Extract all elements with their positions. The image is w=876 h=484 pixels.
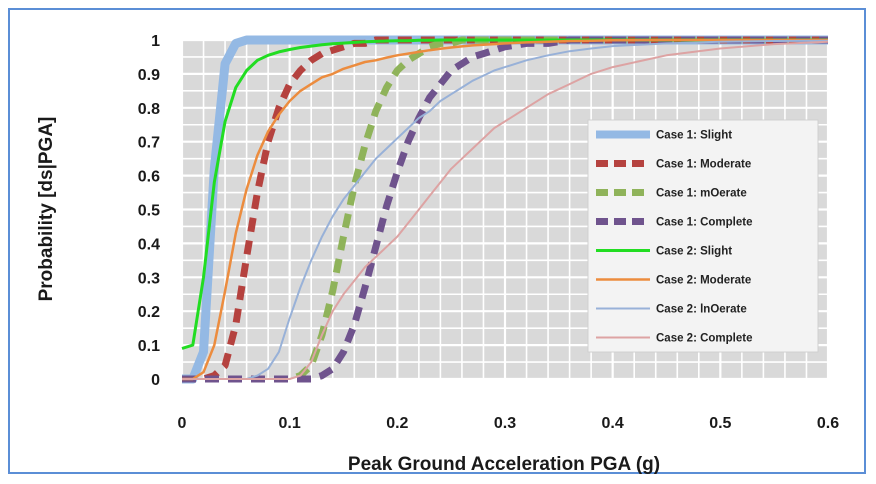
y-tick-label: 1 [151,33,160,50]
series-line-5 [181,38,828,350]
series-line-7 [182,39,829,380]
y-tick-label: 0.1 [138,338,160,355]
legend-box [587,119,819,353]
y-tick-label: 0.9 [138,67,160,84]
y-tick-label: 0.5 [138,203,160,220]
legend-label: Case 2: lnOerate [656,304,747,316]
y-tick-label: 0.4 [138,236,160,253]
x-tick-label: 0.5 [709,415,731,432]
y-tick-label: 0.6 [138,169,160,186]
x-tick-labels: 0 0.1 0.2 0.3 0.4 0.5 0.6 [178,415,840,432]
legend-label: Case 1: Moderate [656,159,751,171]
legend: Case 1: Slight Case 1: Moderate Case 1: mO… [587,119,819,353]
legend-label: Case 1: mOerate [656,188,747,200]
legend-label: Case 1: Complete [656,217,753,229]
y-tick-labels: 0 0.1 0.2 0.3 0.4 0.5 0.6 0.7 0.8 0.9 1 [138,33,160,389]
series-line-8 [182,40,829,380]
y-tick-label: 0.8 [138,101,160,118]
x-tick-label: 0.6 [817,415,839,432]
x-tick-label: 0.3 [494,415,516,432]
x-tick-label: 0.4 [602,415,624,432]
y-tick-label: 0 [151,372,160,389]
series-line-6 [182,38,828,381]
y-tick-label: 0.3 [138,270,160,287]
x-axis-title: Peak Ground Acceleration PGA (g) [348,454,660,475]
y-tick-label: 0.2 [138,304,160,321]
x-tick-label: 0.2 [386,415,408,432]
y-axis-title: Probability [ds|PGA] [36,117,57,302]
x-tick-label: 0 [178,415,187,432]
legend-label: Case 2: Moderate [656,275,751,287]
y-tick-label: 0.7 [138,135,160,152]
x-tick-label: 0.1 [279,415,301,432]
legend-label: Case 2: Slight [656,246,732,258]
series-layer [181,35,829,384]
grid [180,38,830,381]
legend-label: Case 2: Complete [656,333,753,345]
legend-label: Case 1: Slight [656,130,732,142]
